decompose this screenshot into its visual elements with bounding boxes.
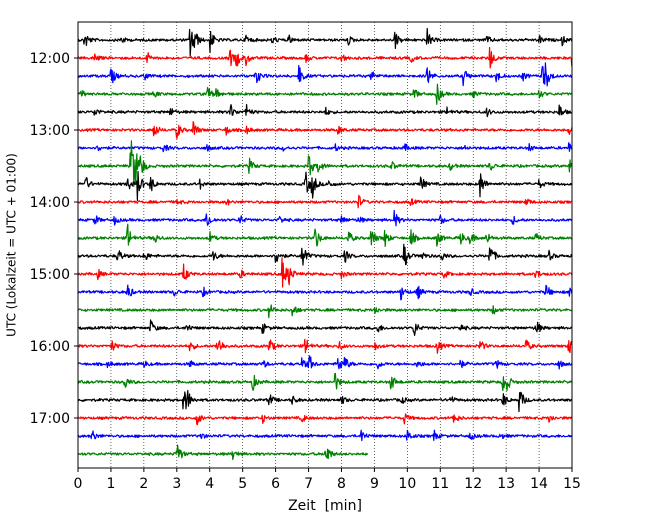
x-tick-label: 2 (139, 476, 148, 492)
trace-1230 (77, 83, 573, 105)
trace-1330 (77, 140, 573, 187)
trace-1445 (77, 243, 573, 266)
x-tick-label: 7 (304, 476, 313, 492)
x-tick-label: 4 (205, 476, 214, 492)
y-axis: 12:00 13:00 14:00 15:00 16:00 17:00 (30, 51, 78, 427)
trace-1545 (77, 319, 573, 336)
y-tick-label: 14:00 (30, 195, 70, 211)
x-tick-label: 13 (497, 476, 515, 492)
x-tick-label: 3 (172, 476, 181, 492)
trace-1700 (77, 413, 573, 426)
trace-1415 (77, 209, 573, 227)
trace-1730 (77, 444, 369, 461)
trace-1145 (77, 27, 573, 57)
trace-1315 (77, 142, 573, 153)
x-tick-label: 12 (464, 476, 482, 492)
y-axis-label: UTC (Lokalzeit = UTC + 01:00) (5, 153, 19, 337)
x-tick-label: 8 (337, 476, 346, 492)
trace-1715 (77, 429, 573, 442)
x-tick-label: 14 (530, 476, 548, 492)
y-tick-label: 17:00 (30, 411, 70, 427)
trace-1500 (77, 257, 573, 288)
x-tick-label: 9 (370, 476, 379, 492)
x-axis: 0 1 2 3 4 5 6 7 8 9 10 11 12 13 14 15 (74, 468, 581, 492)
trace-1515 (77, 284, 573, 301)
trace-1400 (77, 194, 573, 209)
x-tick-label: 1 (106, 476, 115, 492)
trace-1300 (77, 120, 573, 140)
traces (77, 27, 573, 461)
trace-1345 (77, 170, 573, 202)
trace-1215 (77, 62, 573, 87)
trace-1645 (77, 389, 573, 413)
trace-1245 (77, 103, 573, 118)
trace-1615 (77, 355, 573, 370)
x-tick-label: 10 (398, 476, 416, 492)
trace-1200 (77, 46, 573, 69)
grid (110, 22, 540, 468)
x-tick-label: 0 (74, 476, 83, 492)
x-tick-label: 6 (271, 476, 280, 492)
trace-1530 (77, 304, 573, 319)
y-tick-label: 16:00 (30, 339, 70, 355)
trace-1430 (77, 223, 573, 248)
trace-1630 (77, 372, 573, 392)
x-axis-label: Zeit [min] (288, 498, 362, 514)
y-tick-label: 12:00 (30, 51, 70, 67)
trace-1600 (77, 338, 573, 354)
y-tick-label: 15:00 (30, 267, 70, 283)
x-tick-label: 15 (563, 476, 581, 492)
plot-frame (77, 21, 573, 469)
y-tick-label: 13:00 (30, 123, 70, 139)
x-tick-label: 5 (238, 476, 247, 492)
x-tick-label: 11 (431, 476, 449, 492)
